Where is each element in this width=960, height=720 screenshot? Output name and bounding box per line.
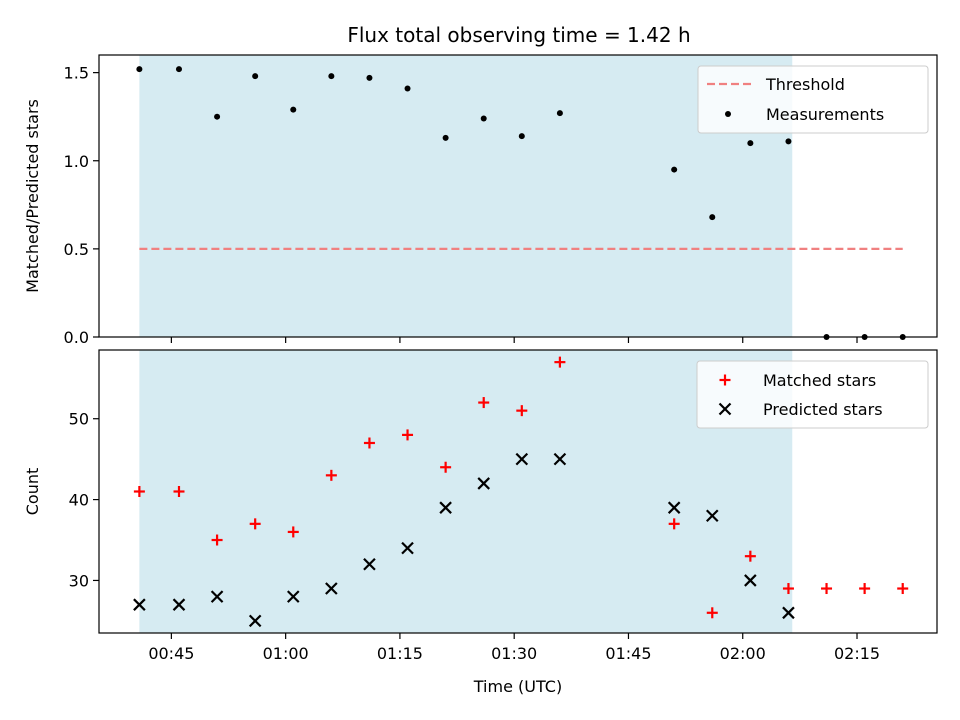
y-tick-label: 40 — [69, 491, 89, 510]
x-tick-label: 01:30 — [491, 644, 537, 663]
y-axis-label-bottom: Count — [23, 468, 42, 516]
predicted-star-point — [210, 590, 224, 603]
predicted-star-point — [782, 606, 795, 620]
legend-top: Threshold Measurements — [697, 65, 929, 134]
predicted-star-point — [477, 477, 490, 490]
predicted-star-point — [705, 509, 719, 523]
predicted-star-point — [439, 501, 452, 514]
measurement-point — [366, 74, 373, 81]
predicted-star-point — [363, 557, 376, 571]
x-axis-ticks-top — [170, 337, 858, 343]
predicted-star-point — [553, 452, 567, 466]
measurement-point — [328, 73, 335, 80]
predicted-star-point — [325, 582, 338, 595]
legend-measurements-label: Measurements — [766, 105, 884, 124]
legend-box-bottom — [696, 360, 929, 429]
x-tick-label: 00:45 — [148, 644, 194, 663]
matched-star-point — [133, 486, 145, 497]
measurement-point — [136, 66, 143, 73]
y-tick-label: 0.5 — [64, 240, 89, 259]
x-tick-label: 01:00 — [263, 644, 309, 663]
predicted-star-point — [248, 614, 262, 628]
observing-span-shade-top — [139, 55, 793, 337]
x-tick-label: 02:15 — [834, 644, 880, 663]
chart-title: Flux total observing time = 1.42 h — [347, 23, 690, 47]
matched-star-point — [325, 469, 337, 481]
predicted-star-point — [172, 598, 186, 611]
measurement-point — [747, 140, 754, 147]
count-points — [133, 356, 909, 628]
measurement-point — [404, 85, 411, 92]
y-tick-label: 1.0 — [64, 152, 89, 171]
predicted-star-point — [667, 501, 681, 514]
measurement-point — [556, 110, 563, 117]
x-axis-ticks-bottom: 00:45 01:00 01:15 01:30 01:45 02:00 02:15 — [148, 633, 880, 663]
matched-star-point — [478, 397, 490, 409]
observing-span-shade-bottom — [139, 350, 793, 633]
measurement-point — [442, 134, 449, 141]
y-tick-label: 50 — [69, 410, 89, 429]
matched-star-point — [516, 405, 528, 417]
predicted-star-point — [401, 541, 414, 555]
x-tick-label: 01:15 — [377, 644, 423, 663]
legend-predicted-label: Predicted stars — [763, 400, 883, 419]
y-tick-label: 0.0 — [64, 328, 89, 347]
measurement-point — [290, 106, 297, 113]
matched-star-point — [706, 607, 718, 619]
predicted-star-point — [133, 598, 146, 611]
legend-measurements-swatch — [725, 111, 731, 117]
matched-star-point — [287, 526, 299, 538]
matched-star-point — [821, 583, 833, 595]
predicted-star-point — [744, 574, 757, 587]
legend-matched-label: Matched stars — [763, 371, 876, 390]
matched-star-point — [859, 583, 871, 595]
legend-predicted-swatch — [718, 402, 732, 416]
y-tick-label: 1.5 — [64, 64, 89, 83]
measurement-point — [518, 133, 525, 140]
legend-threshold-label: Threshold — [765, 75, 845, 94]
predicted-star-point — [286, 590, 300, 603]
matched-star-point — [668, 518, 680, 530]
legend-matched-swatch — [719, 374, 731, 386]
measurement-point — [175, 66, 182, 73]
matched-star-point — [554, 356, 566, 368]
matched-star-point — [211, 534, 223, 546]
y-axis-ticks-bottom: 30 40 50 — [69, 410, 99, 590]
panel-ratio: 0.0 0.5 1.0 1.5 Matched/Predicted stars Thr… — [23, 54, 938, 347]
matched-star-point — [744, 550, 756, 562]
measurement-point — [252, 73, 259, 80]
matched-star-point — [363, 437, 375, 449]
matched-star-point — [249, 518, 261, 530]
measurement-point — [671, 166, 678, 173]
matched-star-point — [897, 583, 909, 595]
measurement-point — [785, 138, 792, 145]
matched-star-point — [173, 486, 185, 497]
legend-box-top — [697, 65, 929, 134]
axes-frame-bottom — [98, 349, 938, 634]
matched-star-point — [440, 461, 452, 473]
y-axis-label-top: Matched/Predicted stars — [23, 99, 42, 293]
x-tick-label: 02:00 — [720, 644, 766, 663]
panel-counts: 30 40 50 00:45 01:00 01:15 01:30 01:45 02:00 02:… — [23, 349, 938, 696]
matched-star-point — [402, 429, 414, 441]
predicted-star-point — [515, 452, 529, 466]
y-tick-label: 30 — [69, 571, 89, 590]
x-axis-label: Time (UTC) — [473, 677, 562, 696]
axes-frame-top — [98, 54, 938, 338]
x-tick-label: 01:45 — [605, 644, 651, 663]
matched-star-point — [782, 583, 794, 595]
measurement-points — [136, 66, 906, 340]
y-axis-ticks-top: 0.0 0.5 1.0 1.5 — [64, 64, 99, 347]
measurement-point — [214, 113, 221, 120]
legend-bottom: Matched stars Predicted stars — [696, 360, 929, 429]
measurement-point — [709, 214, 716, 221]
measurement-point — [480, 115, 487, 122]
